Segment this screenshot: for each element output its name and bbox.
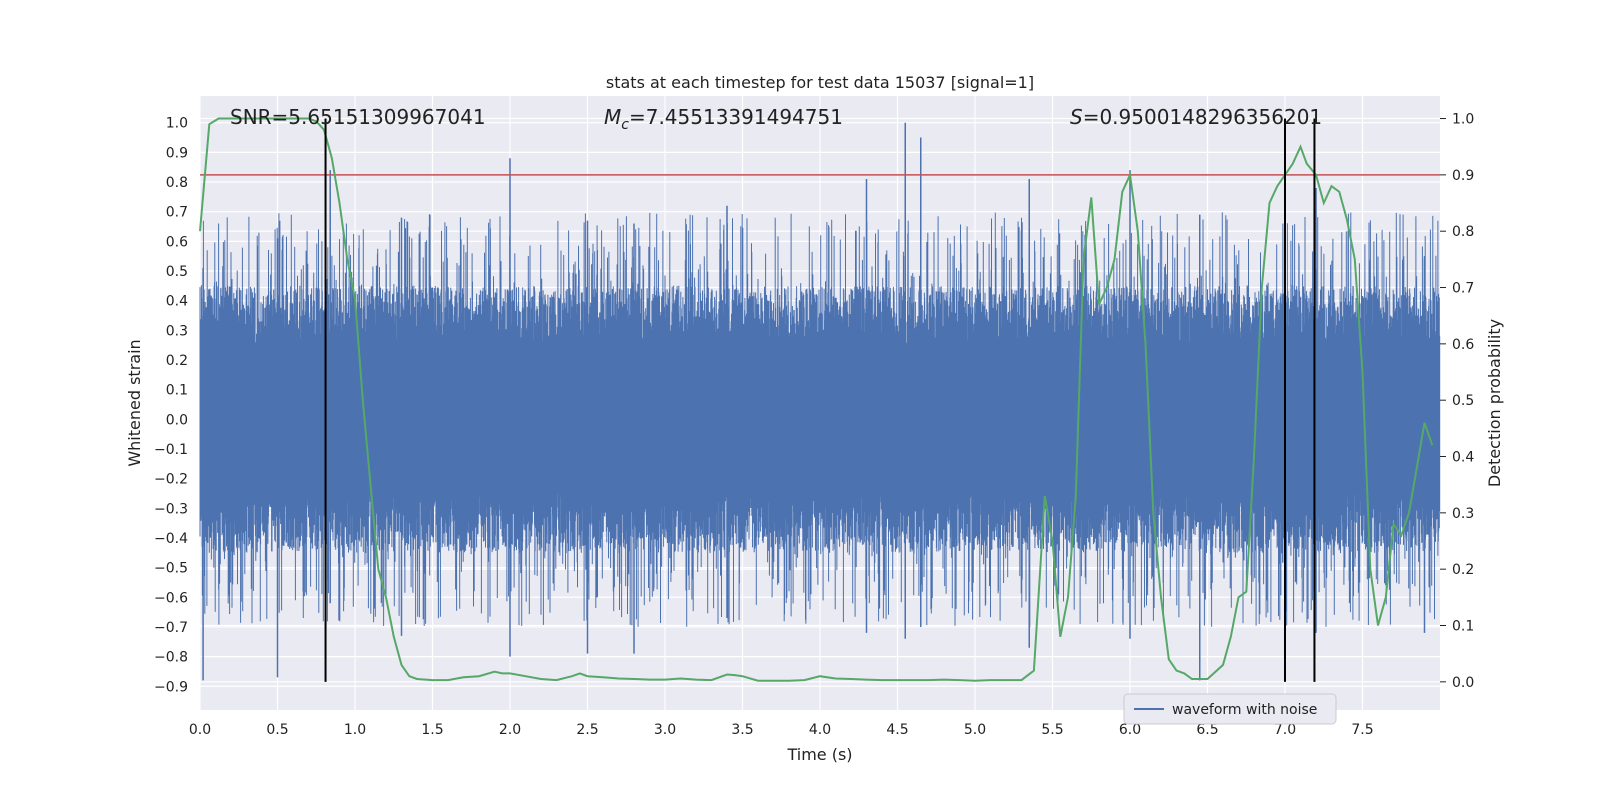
y-right-tick-label: 0.4 [1452, 450, 1474, 466]
waveform-layer [199, 122, 1441, 681]
y-left-tick-label: 0.5 [166, 264, 188, 280]
x-tick-label: 3.0 [654, 722, 676, 738]
y-left-tick-label: 0.4 [166, 294, 188, 310]
s-annotation: S=0.9500148296356201 [1070, 105, 1322, 129]
y-left-axis-label: Whitened strain [125, 339, 144, 466]
y-right-tick-label: 0.5 [1452, 393, 1474, 409]
y-right-tick-label: 0.3 [1452, 506, 1474, 522]
legend-entry-waveform: waveform with noise [1172, 702, 1317, 718]
y-left-tick-label: 1.0 [166, 116, 188, 132]
y-left-tick-label: 0.2 [166, 353, 188, 369]
x-tick-label: 0.5 [266, 722, 288, 738]
y-right-tick-label: 0.0 [1452, 675, 1474, 691]
x-tick-label: 4.0 [809, 722, 831, 738]
mc-subscript: c [621, 117, 629, 133]
x-tick-label: 2.5 [576, 722, 598, 738]
x-tick-label: 6.0 [1119, 722, 1141, 738]
y-left-tick-label: 0.9 [166, 145, 188, 161]
y-left-tick-label: −0.1 [154, 442, 188, 458]
x-tick-label: 5.0 [964, 722, 986, 738]
y-left-tick-label: −0.6 [154, 590, 188, 606]
y-left-tick-label: 0.3 [166, 323, 188, 339]
legend: waveform with noise [1123, 693, 1337, 725]
x-tick-label: 7.5 [1351, 722, 1373, 738]
y-right-tick-label: 0.8 [1452, 224, 1474, 240]
y-right-tick-label: 0.7 [1452, 281, 1474, 297]
x-tick-label: 0.0 [189, 722, 211, 738]
y-left-tick-label: 0.8 [166, 175, 188, 191]
y-right-tick-label: 0.6 [1452, 337, 1474, 353]
snr-annotation: SNR=5.65151309967041 [230, 105, 486, 129]
y-left-tick-label: 0.6 [166, 234, 188, 250]
chart-title: stats at each timestep for test data 150… [606, 73, 1034, 92]
y-right-axis-label: Detection probability [1485, 319, 1504, 487]
x-axis-label: Time (s) [786, 745, 852, 764]
y-right-tick-label: 0.2 [1452, 562, 1474, 578]
y-left-tick-label: −0.5 [154, 561, 188, 577]
y-left-tick-label: 0.1 [166, 383, 188, 399]
y-left-tick-label: −0.3 [154, 501, 188, 517]
y-right-ticks: 0.0 0.1 0.2 0.3 0.4 0.5 0.6 0.7 0.8 0.9 1.0 [1440, 112, 1474, 691]
x-tick-label: 6.5 [1196, 722, 1218, 738]
y-left-tick-label: −0.2 [154, 472, 188, 488]
y-left-tick-label: −0.8 [154, 650, 188, 666]
y-left-tick-label: 0.7 [166, 205, 188, 221]
x-tick-label: 3.5 [731, 722, 753, 738]
y-right-tick-label: 0.1 [1452, 619, 1474, 635]
y-right-tick-label: 1.0 [1452, 112, 1474, 128]
s-value: =0.9500148296356201 [1083, 105, 1322, 129]
x-tick-label: 2.0 [499, 722, 521, 738]
y-left-tick-label: −0.7 [154, 620, 188, 636]
x-tick-label: 1.5 [421, 722, 443, 738]
x-tick-label: 1.0 [344, 722, 366, 738]
x-tick-label: 5.5 [1041, 722, 1063, 738]
y-right-tick-label: 0.9 [1452, 168, 1474, 184]
mc-value: =7.45513391494751 [629, 105, 843, 129]
y-left-tick-label: 0.0 [166, 412, 188, 428]
mc-annotation: Mc=7.45513391494751 [604, 105, 843, 133]
y-left-ticks: −0.9 −0.8 −0.7 −0.6 −0.5 −0.4 −0.3 −0.2 −0.1 0.0 0… [154, 116, 188, 696]
x-tick-label: 7.0 [1274, 722, 1296, 738]
y-left-tick-label: −0.9 [154, 679, 188, 695]
x-ticks: 0.0 0.5 1.0 1.5 2.0 2.5 3.0 3.5 4.0 4.5 5.0 5.5 6.0 6… [189, 722, 1374, 738]
s-symbol: S [1070, 105, 1083, 129]
y-left-tick-label: −0.4 [154, 531, 188, 547]
x-tick-label: 4.5 [886, 722, 908, 738]
waveform-series [199, 212, 1441, 627]
vertical-lines-layer [324, 118, 1316, 682]
legend-box [1123, 693, 1337, 725]
mc-symbol: M [604, 105, 621, 129]
